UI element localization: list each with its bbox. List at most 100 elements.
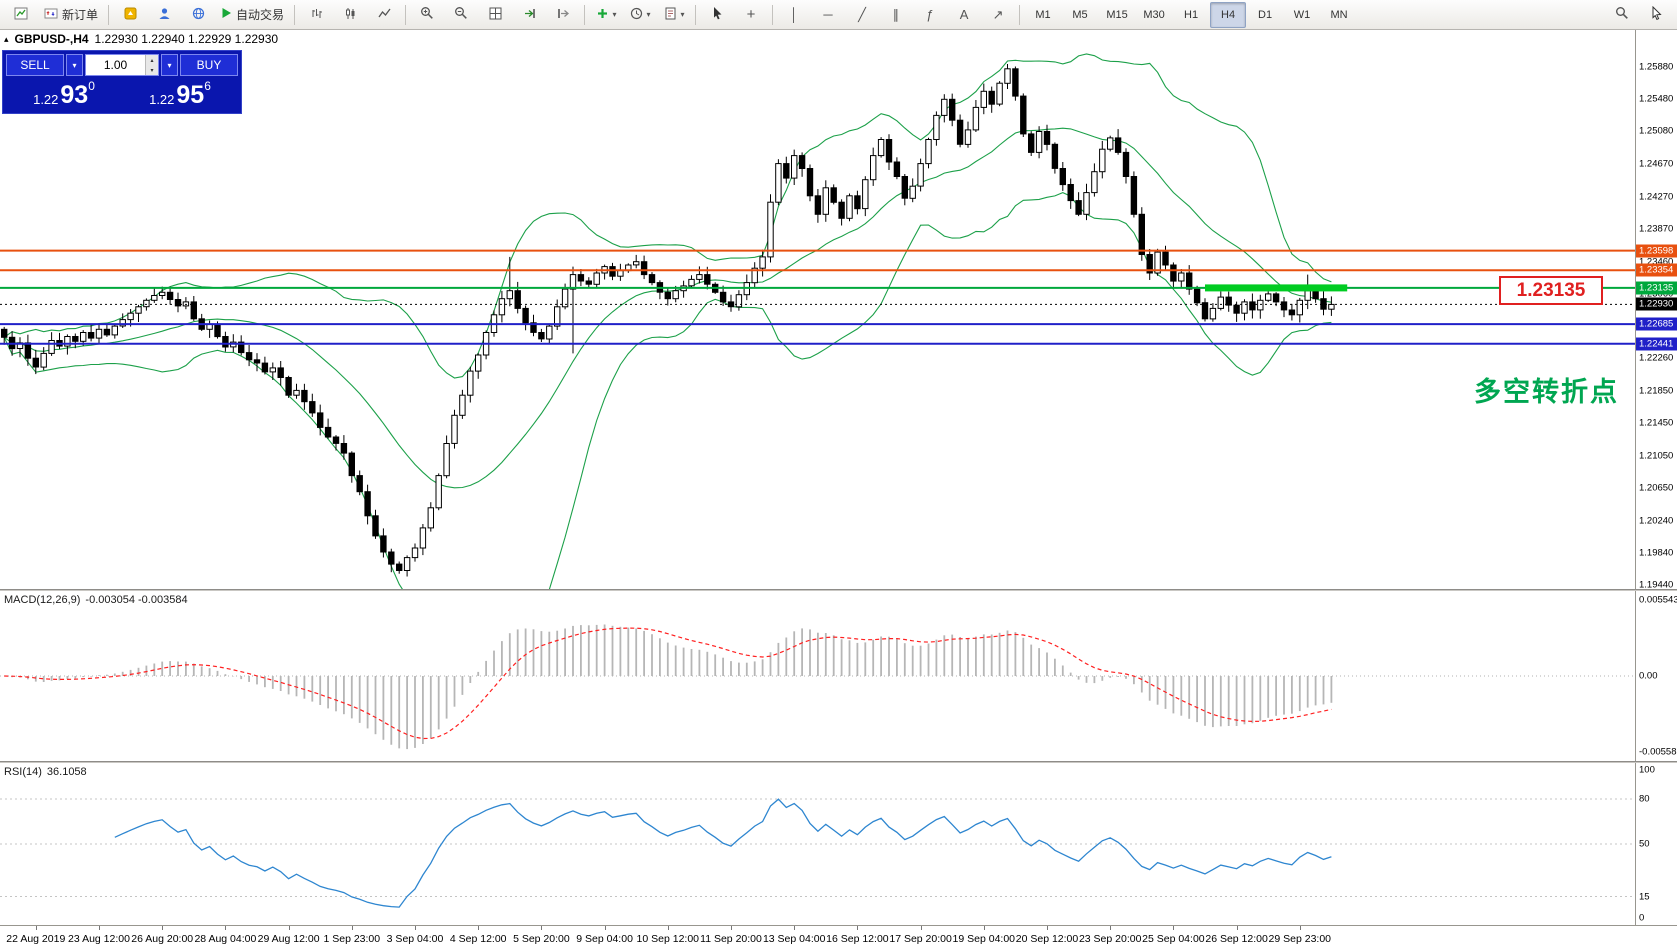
- rsi-chart-surface[interactable]: [0, 763, 1636, 925]
- periods-button[interactable]: ▾: [624, 2, 656, 28]
- zoom-out-button[interactable]: [445, 2, 477, 28]
- timeframe-group: M1 M5 M15 M30 H1 H4 D1 W1 MN: [1025, 1, 1357, 28]
- search-icon: [1615, 6, 1629, 23]
- rsi-axis-label: 100: [1639, 764, 1655, 776]
- time-axis-label: 29 Aug 12:00: [257, 933, 320, 945]
- timeframe-button-m1[interactable]: M1: [1035, 8, 1051, 21]
- turning-point-annotation[interactable]: 多空转折点: [1474, 377, 1619, 407]
- new-order-button[interactable]: 新订单: [39, 2, 103, 28]
- toolbar: 新订单 自动交易: [0, 0, 1677, 30]
- profile-button[interactable]: [148, 2, 180, 28]
- price-axis-tag: 1.23598: [1636, 244, 1677, 258]
- caret-down-icon: ▾: [612, 9, 617, 19]
- cursor-button[interactable]: [701, 2, 733, 28]
- pane-divider[interactable]: [0, 761, 1677, 763]
- timeframe-button-m30[interactable]: M30: [1143, 8, 1165, 21]
- buy-price[interactable]: 1.22 95 6: [122, 77, 238, 110]
- arrows-tool-button[interactable]: ↗: [982, 2, 1014, 28]
- macd-axis[interactable]: 0.005543 0.00 -0.005583: [1635, 591, 1677, 761]
- collapse-one-click-icon[interactable]: ▴: [4, 33, 9, 44]
- rsi-line: [114, 798, 1332, 908]
- trendline-button[interactable]: ╱: [846, 2, 878, 28]
- time-axis-label: 3 Sep 04:00: [386, 933, 444, 945]
- timeframe-button-h1[interactable]: H1: [1184, 8, 1199, 21]
- price-axis-tag: 1.22930: [1636, 297, 1677, 311]
- new-chart-button[interactable]: [5, 2, 37, 28]
- toolbar-separator: [584, 4, 586, 25]
- vertical-line-button[interactable]: │: [778, 2, 810, 28]
- chart-shift-icon: [557, 7, 570, 23]
- macd-axis-label: -0.005583: [1639, 746, 1677, 758]
- chart-header: ▴ GBPUSD-,H4 1.22930 1.22940 1.22929 1.2…: [4, 32, 278, 46]
- time-axis-tick: [1299, 926, 1301, 930]
- horizontal-line-button[interactable]: ─: [812, 2, 844, 28]
- timeframe-button-h4[interactable]: H4: [1210, 1, 1247, 28]
- sell-price-pip: 0: [88, 79, 95, 93]
- main-price-pane: ▴ GBPUSD-,H4 1.22930 1.22940 1.22929 1.2…: [0, 30, 1677, 589]
- templates-button[interactable]: ▾: [658, 2, 690, 28]
- timeframe-button-w1[interactable]: W1: [1293, 8, 1311, 21]
- rsi-axis-label: 50: [1639, 838, 1650, 850]
- price-axis-tag: 1.22685: [1636, 317, 1677, 331]
- search-button[interactable]: [1606, 2, 1638, 28]
- macd-label: MACD(12,26,9) -0.003054 -0.003584: [4, 594, 188, 606]
- market-button[interactable]: [114, 2, 146, 28]
- time-axis-tick: [99, 926, 100, 930]
- tile-windows-button[interactable]: [479, 2, 511, 28]
- symbol-title: GBPUSD-,H4: [14, 32, 89, 46]
- channel-button[interactable]: ∥: [880, 2, 912, 28]
- pane-divider[interactable]: [0, 589, 1677, 591]
- timeframe-button-d1[interactable]: D1: [1258, 8, 1273, 21]
- toolbar-separator: [1019, 4, 1021, 25]
- timeframe-button-mn[interactable]: MN: [1330, 8, 1348, 21]
- rsi-value: 36.1058: [46, 766, 87, 778]
- rsi-axis[interactable]: 100 80 50 15 0: [1635, 763, 1677, 925]
- rsi-axis-label: 80: [1639, 793, 1650, 805]
- volume-down-button[interactable]: ▾: [146, 65, 158, 75]
- sell-price[interactable]: 1.22 93 0: [6, 77, 122, 110]
- candlestick-chart-button[interactable]: [334, 2, 366, 28]
- timeframe-button-m15[interactable]: M15: [1106, 8, 1128, 21]
- price-callout-label[interactable]: 1.23135: [1499, 276, 1603, 305]
- indicators-button[interactable]: ▾: [590, 2, 622, 28]
- sell-button[interactable]: SELL: [6, 54, 64, 76]
- volume-up-button[interactable]: ▴: [146, 55, 158, 65]
- autotrading-button[interactable]: 自动交易: [216, 2, 289, 28]
- pointer-button[interactable]: [1640, 2, 1672, 28]
- one-click-trading-panel: SELL ▾ ▴ ▾ ▾ BUY 1.22 93: [2, 50, 242, 114]
- timeframe-button-m5[interactable]: M5: [1072, 8, 1088, 21]
- zoom-in-button[interactable]: [411, 2, 443, 28]
- caret-down-icon: ▾: [646, 9, 651, 19]
- rsi-axis-label: 0: [1639, 912, 1645, 924]
- price-axis-label: 1.22260: [1639, 352, 1674, 364]
- time-axis-label: 26 Aug 20:00: [131, 933, 194, 945]
- fibonacci-button[interactable]: ƒ: [914, 2, 946, 28]
- template-doc-icon: [664, 7, 677, 23]
- crosshair-button[interactable]: +: [735, 2, 767, 28]
- zoom-out-icon: [454, 6, 468, 23]
- chart-shift-button[interactable]: [547, 2, 579, 28]
- text-tool-icon: A: [959, 7, 969, 22]
- bar-chart-button[interactable]: [300, 2, 332, 28]
- line-chart-icon: [377, 7, 391, 23]
- buy-options-caret[interactable]: ▾: [161, 54, 178, 76]
- volume-input[interactable]: [86, 55, 145, 75]
- sell-options-caret[interactable]: ▾: [66, 54, 83, 76]
- price-axis-label: 1.24270: [1639, 191, 1674, 203]
- time-axis[interactable]: 22 Aug 2019 23 Aug 12:00 26 Aug 20:00 28 Au…: [0, 925, 1677, 950]
- community-button[interactable]: [182, 2, 214, 28]
- text-tool-button[interactable]: A: [948, 2, 980, 28]
- main-price-axis[interactable]: 1.25880 1.25480 1.25080 1.24670 1.24270 1.238…: [1635, 30, 1677, 589]
- buy-price-prefix: 1.22: [149, 92, 175, 107]
- candles: [1, 64, 1335, 577]
- price-axis-label: 1.23870: [1639, 223, 1674, 235]
- macd-chart-surface[interactable]: [0, 591, 1636, 761]
- price-chart-surface[interactable]: [0, 30, 1636, 589]
- time-axis-label: 11 Sep 20:00: [700, 933, 762, 945]
- price-axis-label: 1.20240: [1639, 515, 1674, 527]
- auto-scroll-button[interactable]: [513, 2, 545, 28]
- time-axis-label: 23 Aug 12:00: [68, 933, 130, 945]
- line-chart-button[interactable]: [368, 2, 400, 28]
- buy-button[interactable]: BUY: [180, 54, 238, 76]
